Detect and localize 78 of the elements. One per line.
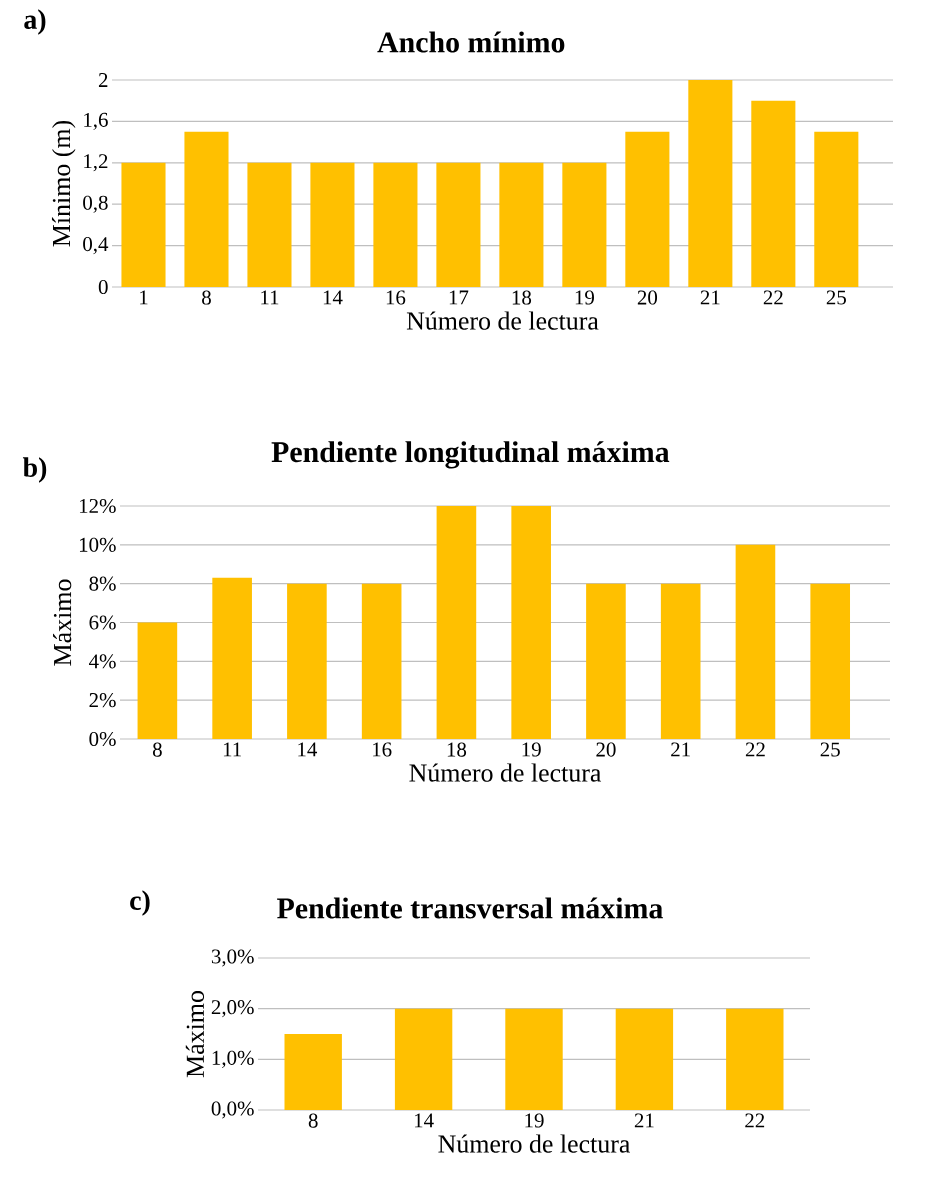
- x-tick-label: 21: [700, 290, 720, 305]
- y-tick-label: 8%: [89, 576, 116, 591]
- chart-title: Ancho mínimo: [377, 31, 565, 53]
- y-tick-label: 2: [98, 73, 108, 87]
- x-tick-label: 8: [152, 742, 162, 757]
- x-tick-label: 19: [575, 290, 594, 305]
- x-tick-label: 8: [202, 290, 211, 305]
- bar: [814, 131, 859, 287]
- y-axis-title: Máximo: [185, 991, 205, 1078]
- y-tick-label: 2,0%: [211, 1000, 254, 1018]
- bar: [562, 162, 607, 287]
- y-tick-label: 0: [98, 279, 108, 295]
- bar: [121, 162, 166, 287]
- x-tick-label: 1: [140, 290, 148, 305]
- y-tick-label: 0,8: [83, 195, 108, 213]
- x-tick-label: 14: [414, 1113, 434, 1128]
- x-tick-label: 11: [261, 290, 279, 305]
- bar: [810, 583, 851, 739]
- bar: [688, 79, 733, 287]
- bar: [751, 100, 796, 287]
- x-axis-title: Número de lectura: [406, 311, 599, 330]
- x-tick-label: 21: [634, 1113, 654, 1128]
- x-tick-label: 16: [373, 742, 392, 757]
- y-tick-label: 10%: [79, 537, 116, 552]
- x-tick-label: 16: [386, 290, 406, 305]
- x-tick-label: 19: [522, 742, 541, 757]
- text: a): [24, 9, 46, 35]
- chart-title: Pendiente transversal máxima: [277, 897, 663, 919]
- bar: [373, 162, 418, 287]
- bar: [184, 131, 229, 287]
- x-tick-label: 18: [512, 290, 532, 305]
- text: b): [22, 457, 47, 483]
- x-axis-title: Número de lectura: [438, 1134, 631, 1153]
- x-tick-label: 25: [820, 742, 840, 757]
- bar: [310, 162, 355, 287]
- y-tick-label: 6%: [89, 615, 116, 630]
- text: c): [130, 890, 150, 916]
- x-tick-label: 25: [826, 290, 846, 305]
- x-tick-label: 14: [323, 290, 343, 305]
- x-tick-label: 18: [447, 742, 467, 757]
- x-tick-label: 22: [763, 290, 783, 305]
- bar: [586, 583, 626, 739]
- bar: [361, 583, 402, 739]
- y-tick-label: 1,2: [84, 154, 108, 172]
- y-tick-label: 12%: [79, 498, 116, 514]
- bar: [735, 544, 776, 739]
- x-tick-label: 20: [637, 290, 658, 305]
- bar: [436, 162, 481, 287]
- bar: [287, 583, 327, 739]
- y-tick-label: 0%: [89, 731, 116, 747]
- x-tick-label: 22: [745, 1113, 765, 1128]
- bar: [212, 577, 252, 739]
- y-tick-label: 0,0%: [211, 1101, 254, 1119]
- bar: [511, 505, 551, 739]
- y-tick-label: 1,0%: [212, 1050, 254, 1068]
- bar: [660, 583, 701, 739]
- bar: [137, 622, 178, 739]
- y-tick-label: 1,6: [84, 112, 108, 130]
- y-tick-label: 4%: [89, 654, 116, 669]
- bar: [436, 505, 477, 739]
- x-tick-label: 8: [308, 1113, 318, 1128]
- x-tick-label: 20: [596, 742, 616, 757]
- x-tick-label: 17: [449, 290, 469, 305]
- bar: [625, 131, 670, 287]
- y-axis-title: Máximo: [53, 579, 72, 666]
- x-tick-label: 19: [525, 1113, 544, 1128]
- y-tick-label: 3,0%: [211, 949, 254, 967]
- bar: [499, 162, 544, 287]
- x-tick-label: 21: [671, 742, 690, 757]
- x-tick-label: 22: [745, 742, 765, 757]
- y-axis-title: Mínimo (m): [51, 120, 76, 247]
- x-tick-label: 11: [223, 742, 241, 757]
- y-tick-label: 2%: [89, 693, 116, 708]
- x-axis-title: Número de lectura: [409, 763, 602, 782]
- chart-title: Pendiente longitudinal máxima: [271, 441, 670, 469]
- bar: [247, 162, 292, 287]
- y-tick-label: 0,4: [83, 237, 109, 255]
- x-tick-label: 14: [298, 742, 318, 757]
